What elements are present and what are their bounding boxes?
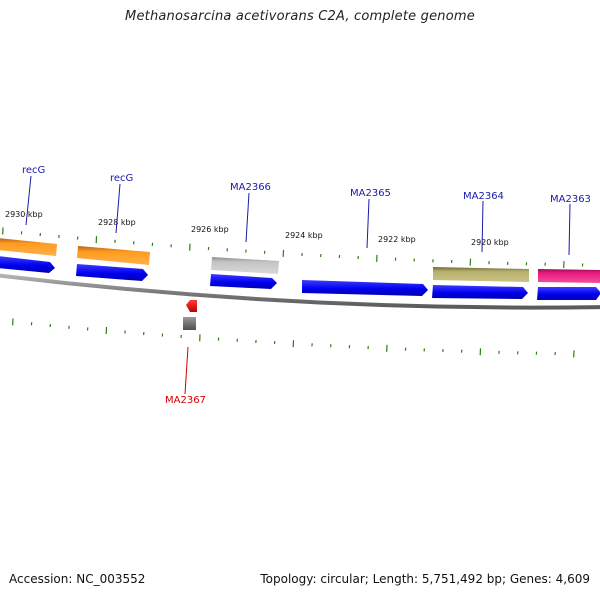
gene-label-recg-1[interactable]: recG	[22, 165, 45, 176]
leader-ma2366	[245, 192, 250, 243]
cds-arrow-ma2363[interactable]	[537, 287, 600, 300]
leader-ma2364	[481, 200, 484, 253]
leader-ma2365	[366, 198, 370, 249]
accession-label: Accession: NC_003552	[9, 572, 146, 586]
cds-arrow-ma2367[interactable]	[186, 300, 197, 312]
inner-tick-marks	[12, 318, 575, 358]
cds-arrow-recg-2[interactable]	[76, 264, 148, 281]
cog-bar-ma2364[interactable]	[433, 267, 529, 282]
leader-ma2367	[184, 346, 189, 395]
cds-arrow-ma2366[interactable]	[210, 274, 277, 289]
cds-arrow-recg-1[interactable]	[0, 256, 55, 273]
cog-bar-ma2363[interactable]	[538, 269, 600, 283]
gene-label-ma2365[interactable]: MA2365	[350, 188, 391, 199]
leader-recg-2	[115, 183, 121, 234]
cog-bar-recg-1[interactable]	[0, 238, 57, 256]
cog-bar-recg-2[interactable]	[77, 246, 150, 265]
gene-label-ma2367[interactable]: MA2367	[165, 395, 206, 406]
footer: Accession: NC_003552 Topology: circular;…	[0, 572, 600, 590]
ruler-label-2924: 2924 kbp	[285, 231, 323, 240]
ruler-label-2930: 2930 kbp	[5, 210, 43, 219]
genome-backbone	[0, 273, 600, 310]
genome-summary: Topology: circular; Length: 5,751,492 bp…	[260, 572, 590, 586]
gene-label-ma2363[interactable]: MA2363	[550, 194, 591, 205]
label-leader-lines	[25, 175, 571, 395]
cog-bar-ma2367[interactable]	[183, 317, 196, 330]
genome-title: Methanosarcina acetivorans C2A, complete…	[125, 9, 475, 24]
leader-recg-1	[25, 175, 32, 226]
cds-arrow-ma2365[interactable]	[302, 280, 428, 296]
gene-label-ma2366[interactable]: MA2366	[230, 182, 271, 193]
gene-label-recg-2[interactable]: recG	[110, 173, 133, 184]
outer-tick-marks	[2, 227, 584, 269]
ruler-label-2920: 2920 kbp	[471, 238, 509, 247]
leader-ma2363	[568, 203, 571, 256]
cog-bar-ma2366[interactable]	[211, 257, 279, 274]
cds-arrow-ma2364[interactable]	[432, 285, 528, 299]
ruler-label-2926: 2926 kbp	[191, 225, 229, 234]
ruler-label-2922: 2922 kbp	[378, 235, 416, 244]
gene-label-ma2364[interactable]: MA2364	[463, 191, 504, 202]
